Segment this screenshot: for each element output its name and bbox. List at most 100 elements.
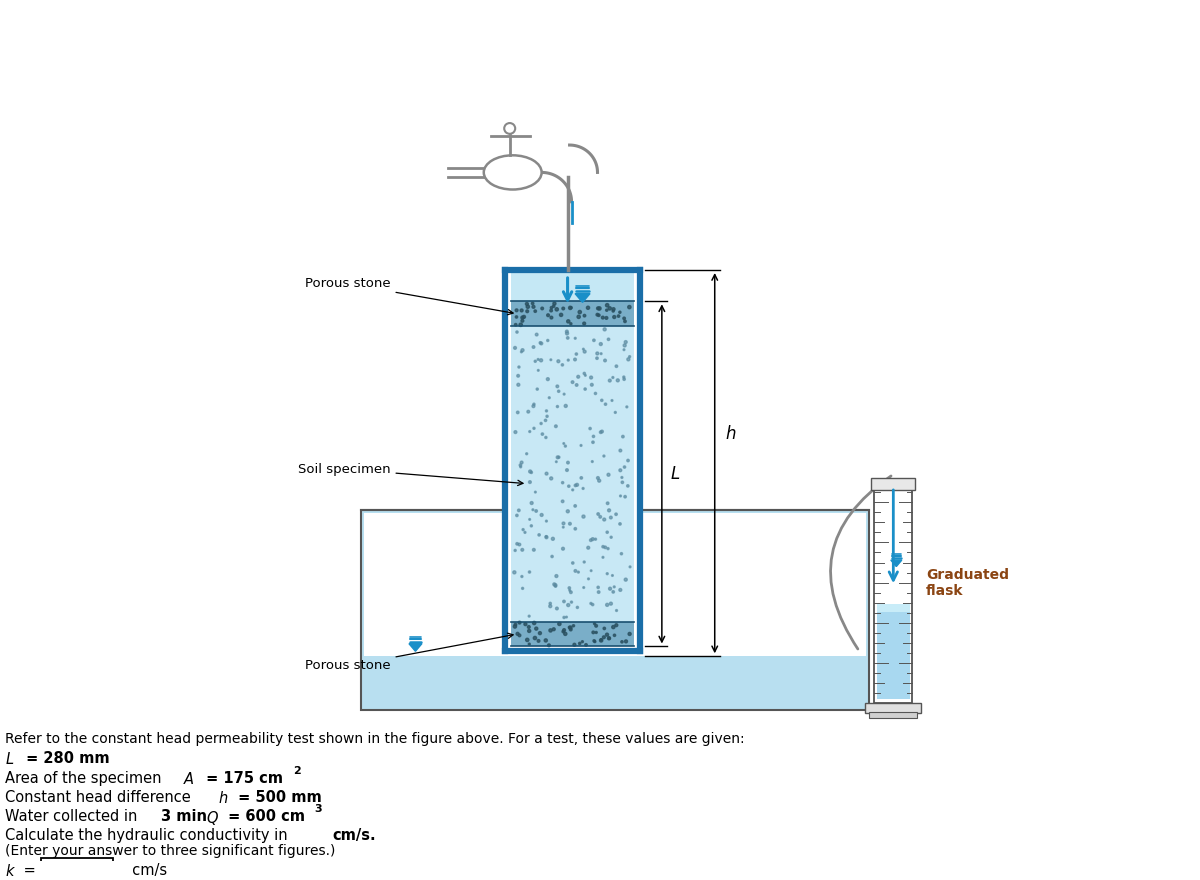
Point	[614, 372, 634, 386]
Point	[611, 583, 630, 597]
Point	[620, 627, 640, 641]
Point	[548, 400, 568, 414]
Text: (Enter your answer to three significant figures.): (Enter your answer to three significant …	[5, 844, 336, 858]
Point	[576, 369, 595, 383]
Point	[608, 373, 628, 387]
Point	[526, 485, 545, 499]
Point	[569, 565, 588, 579]
Bar	[511, 621, 634, 647]
Point	[560, 620, 580, 634]
Point	[529, 363, 548, 378]
Point	[554, 517, 574, 531]
Point	[559, 581, 578, 595]
Point	[520, 512, 539, 526]
Point	[599, 541, 618, 555]
Point	[565, 353, 584, 367]
Point	[547, 569, 566, 583]
Point	[584, 634, 604, 648]
Point	[524, 340, 544, 354]
Point	[600, 503, 619, 517]
Text: $L$: $L$	[670, 465, 680, 483]
Point	[558, 504, 577, 518]
Point	[544, 299, 563, 313]
Point	[583, 532, 602, 546]
Bar	[511, 302, 634, 326]
Point	[529, 634, 548, 648]
Text: Porous stone: Porous stone	[305, 634, 514, 672]
Point	[582, 378, 601, 392]
Point	[595, 540, 614, 554]
Point	[508, 406, 527, 420]
Text: Calculate the hydraulic conductivity in: Calculate the hydraulic conductivity in	[5, 828, 293, 843]
Point	[616, 335, 635, 349]
Point	[511, 460, 530, 474]
Point	[588, 351, 607, 365]
Point	[574, 342, 593, 356]
Point	[511, 458, 530, 473]
Point	[522, 496, 541, 510]
Point	[558, 326, 577, 341]
Text: 2: 2	[293, 766, 300, 775]
Point	[584, 617, 604, 631]
Text: $L$: $L$	[5, 752, 14, 767]
Point	[532, 336, 551, 350]
Text: cm/s.: cm/s.	[332, 828, 377, 843]
Point	[553, 625, 572, 639]
Point	[508, 509, 527, 523]
Point	[556, 399, 575, 413]
Point	[556, 439, 575, 453]
Point	[521, 475, 540, 489]
Point	[595, 322, 614, 336]
Point	[506, 618, 526, 632]
Point	[606, 406, 625, 420]
Point	[600, 631, 619, 645]
Point	[541, 353, 560, 367]
Point	[557, 325, 576, 339]
Point	[546, 419, 565, 433]
Point	[611, 463, 630, 477]
Text: Porous stone: Porous stone	[305, 277, 514, 315]
Bar	[511, 326, 634, 621]
Point	[583, 455, 602, 469]
Point	[522, 466, 541, 480]
Point	[548, 451, 568, 465]
Point	[541, 623, 560, 637]
Point	[599, 333, 618, 347]
Point	[538, 409, 557, 423]
Point	[512, 543, 532, 557]
Point	[576, 638, 595, 652]
Point	[520, 624, 539, 638]
Point	[565, 331, 584, 345]
Point	[605, 580, 624, 594]
Point	[514, 523, 533, 537]
Point	[506, 310, 526, 324]
Point	[560, 301, 580, 315]
Point	[574, 581, 593, 595]
Point	[554, 623, 574, 637]
Point	[592, 337, 611, 351]
Point	[512, 304, 532, 318]
Bar	[41, 858, 113, 876]
Point	[509, 378, 528, 392]
Point	[571, 438, 590, 452]
Point	[520, 424, 539, 438]
Point	[565, 522, 584, 536]
Point	[589, 585, 608, 599]
Point	[574, 481, 593, 495]
Point	[594, 630, 613, 644]
Point	[559, 479, 578, 493]
Point	[616, 339, 635, 353]
Point	[578, 572, 598, 586]
Point	[581, 597, 600, 611]
Point	[598, 298, 617, 312]
Point	[559, 314, 578, 328]
Point	[536, 514, 556, 528]
Point	[563, 483, 582, 497]
Point	[554, 436, 574, 451]
Point	[550, 451, 569, 465]
Point	[606, 507, 625, 521]
Point	[515, 310, 534, 324]
Point	[592, 425, 611, 439]
Point	[541, 472, 560, 486]
Text: Water collected in: Water collected in	[5, 809, 143, 824]
